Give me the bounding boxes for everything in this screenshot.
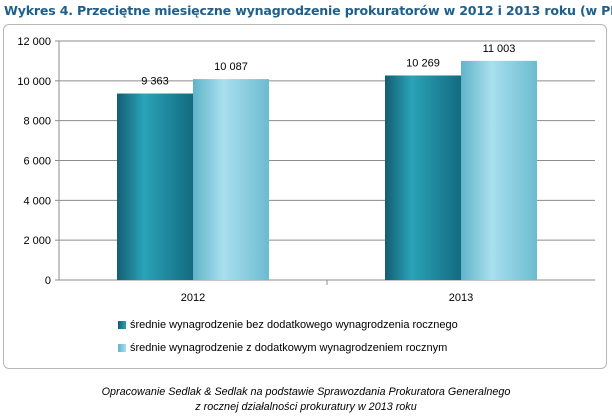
data-label-series-2-2012: 10 087	[214, 61, 248, 73]
y-tick-label: 12 000	[17, 36, 51, 48]
caption-line-2: z rocznej działalności prokuratury w 201…	[195, 401, 417, 413]
y-tick-label: 6 000	[23, 156, 51, 168]
x-tick-label: 2012	[181, 292, 205, 304]
bar-series-2-2013	[461, 60, 537, 280]
y-tick-label: 2 000	[23, 235, 51, 247]
y-tick-label: 10 000	[17, 76, 51, 88]
y-tick-label: 0	[45, 275, 51, 287]
chart-title: Wykres 4. Przeciętne miesięczne wynagrod…	[4, 3, 612, 18]
source-caption: Opracowanie Sedlak & Sedlak na podstawie…	[0, 385, 612, 415]
caption-line-1: Opracowanie Sedlak & Sedlak na podstawie…	[101, 386, 511, 398]
x-tick-label: 2013	[449, 292, 473, 304]
bars	[117, 60, 537, 280]
data-label-series-1-2012: 9 363	[141, 76, 169, 88]
data-label-series-1-2013: 10 269	[406, 57, 440, 69]
legend-swatch-series-2	[118, 344, 126, 352]
labels: 9 363 10 087 10 269 11 003	[141, 43, 515, 88]
legend-swatch-series-1	[118, 321, 126, 329]
legend-item-series-1: średnie wynagrodzenie bez dodatkowego wy…	[118, 318, 458, 332]
legend-label-series-1: średnie wynagrodzenie bez dodatkowego wy…	[130, 319, 458, 331]
legend-label-series-2: średnie wynagrodzenie z dodatkowym wynag…	[130, 342, 448, 354]
legend-item-series-2: średnie wynagrodzenie z dodatkowym wynag…	[118, 341, 447, 355]
y-tick-label: 8 000	[23, 116, 51, 128]
bar-series-1-2012	[117, 93, 193, 280]
bar-series-2-2012	[193, 79, 269, 280]
y-tick-label: 4 000	[23, 195, 51, 207]
bar-series-1-2013	[385, 75, 461, 280]
data-label-series-2-2013: 11 003	[483, 43, 516, 55]
